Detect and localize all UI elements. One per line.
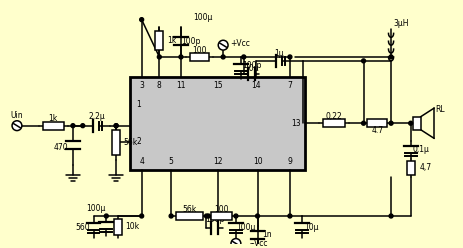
Circle shape — [12, 121, 22, 131]
Text: 11: 11 — [176, 81, 186, 90]
Text: 3μH: 3μH — [393, 19, 409, 28]
Bar — [176, 212, 203, 220]
Circle shape — [234, 214, 238, 218]
Text: 100p: 100p — [181, 37, 200, 46]
Text: 0,1μ: 0,1μ — [412, 145, 429, 154]
Circle shape — [71, 124, 75, 128]
Bar — [211, 212, 232, 220]
Text: 10: 10 — [253, 156, 263, 165]
Text: +Vcc: +Vcc — [230, 39, 250, 48]
Circle shape — [206, 214, 210, 218]
Circle shape — [389, 121, 393, 125]
Text: 12: 12 — [213, 156, 223, 165]
Text: 10k: 10k — [125, 222, 139, 231]
Circle shape — [389, 214, 393, 218]
Circle shape — [221, 55, 225, 59]
Circle shape — [169, 214, 173, 218]
Text: 470: 470 — [54, 143, 69, 152]
Circle shape — [288, 55, 292, 59]
Circle shape — [104, 214, 108, 218]
Text: 100μ: 100μ — [193, 13, 212, 22]
Circle shape — [362, 59, 365, 63]
Text: 5: 5 — [169, 156, 174, 165]
Text: 1k: 1k — [167, 36, 176, 45]
Text: 8: 8 — [157, 81, 162, 90]
Circle shape — [140, 214, 144, 218]
Text: 1n: 1n — [263, 230, 272, 239]
Text: 10μ: 10μ — [304, 223, 319, 232]
Text: 4.7: 4.7 — [371, 125, 383, 135]
Circle shape — [409, 121, 413, 125]
Bar — [324, 119, 345, 127]
Circle shape — [205, 214, 208, 218]
Bar — [407, 161, 415, 175]
Text: 1: 1 — [136, 100, 141, 109]
Text: 10μ: 10μ — [244, 64, 259, 73]
Text: 4,7: 4,7 — [419, 163, 432, 172]
Circle shape — [288, 214, 292, 218]
Text: 2,2μ: 2,2μ — [88, 112, 105, 121]
Text: 7: 7 — [288, 81, 292, 90]
Text: 9: 9 — [288, 156, 292, 165]
Circle shape — [231, 239, 241, 248]
Text: 56k: 56k — [123, 138, 137, 147]
Text: --Vcc: --Vcc — [250, 239, 268, 248]
Text: 1k: 1k — [49, 114, 58, 123]
Text: 100μ: 100μ — [236, 223, 256, 232]
Circle shape — [157, 55, 161, 59]
Circle shape — [242, 55, 246, 59]
Bar — [112, 130, 120, 155]
Bar — [155, 31, 163, 50]
Text: 100p: 100p — [242, 61, 261, 70]
Text: 2: 2 — [136, 137, 141, 146]
Text: 100μ: 100μ — [86, 204, 105, 213]
Circle shape — [179, 55, 183, 59]
Text: 14: 14 — [251, 81, 260, 90]
Circle shape — [218, 40, 228, 50]
Bar — [114, 219, 122, 235]
Circle shape — [362, 121, 365, 125]
Circle shape — [81, 124, 85, 128]
Text: 0,22: 0,22 — [326, 112, 343, 121]
Text: 13: 13 — [291, 119, 300, 128]
Text: RL: RL — [435, 105, 445, 114]
Circle shape — [114, 124, 118, 128]
Text: 100: 100 — [192, 46, 207, 55]
Circle shape — [140, 18, 144, 22]
Circle shape — [389, 55, 393, 59]
Text: 56k: 56k — [182, 205, 197, 214]
Text: 4: 4 — [139, 156, 144, 165]
Bar — [413, 117, 420, 130]
Bar — [368, 119, 387, 127]
Text: Uin: Uin — [11, 111, 23, 120]
Bar — [190, 53, 209, 61]
Bar — [43, 122, 64, 130]
Text: 560: 560 — [75, 223, 90, 232]
Text: 100p: 100p — [206, 216, 225, 224]
Text: 1μ: 1μ — [274, 49, 284, 58]
Text: 100: 100 — [214, 205, 228, 214]
Circle shape — [114, 124, 118, 128]
Text: 3: 3 — [139, 81, 144, 90]
Text: 15: 15 — [213, 81, 223, 90]
Bar — [130, 77, 305, 170]
Circle shape — [256, 214, 259, 218]
